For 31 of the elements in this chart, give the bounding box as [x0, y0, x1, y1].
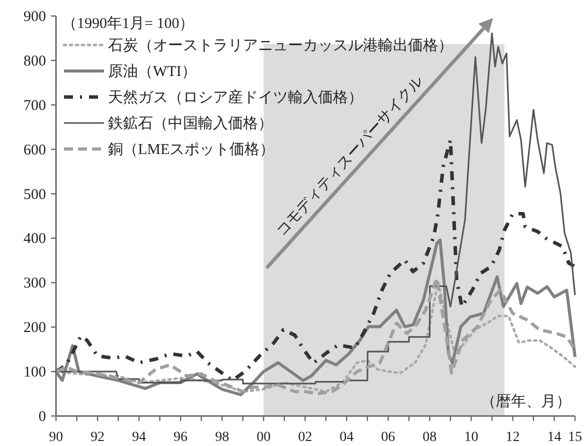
- legend-label: 鉄鉱石（中国輸入価格）: [108, 115, 273, 132]
- x-tick-label: 98: [215, 430, 230, 445]
- legend-label: 石炭（オーストラリアニューカッスル港輸出価格）: [108, 37, 453, 54]
- legend-label: 天然ガス（ロシア産ドイツ輸入価格）: [108, 89, 363, 106]
- x-tick-label: 08: [422, 430, 437, 445]
- y-tick-label: 0: [38, 409, 46, 425]
- x-tick-label: 96: [174, 430, 188, 445]
- x-axis-title: （暦年、月）: [481, 393, 571, 410]
- x-tick-label: 92: [90, 430, 105, 445]
- y-tick-label: 800: [24, 53, 46, 70]
- y-tick-label: 300: [24, 276, 46, 292]
- x-tick-label: 04: [340, 430, 354, 445]
- y-tick-label: 500: [24, 186, 46, 203]
- x-tick-label: 10: [464, 430, 478, 445]
- x-tick-label: 15: [568, 430, 582, 445]
- y-tick-label: 400: [24, 231, 46, 248]
- y-axis-title: （1990年1月= 100）: [62, 15, 194, 32]
- x-tick-label: 06: [381, 430, 396, 445]
- y-tick-label: 900: [24, 9, 46, 25]
- x-tick-label: 00: [256, 430, 271, 445]
- x-tick-label: 02: [298, 430, 312, 445]
- y-tick-label: 600: [24, 142, 46, 158]
- x-tick-label: 12: [506, 430, 520, 445]
- x-tick-label: 14: [547, 430, 562, 445]
- x-tick-label: 94: [132, 430, 146, 445]
- legend-label: 原油（WTI）: [108, 63, 196, 80]
- y-tick-label: 200: [24, 320, 46, 336]
- y-tick-label: 700: [24, 98, 46, 114]
- legend-label: 銅（LMEスポット価格）: [108, 141, 275, 158]
- x-tick-label: 90: [49, 430, 63, 445]
- y-tick-label: 100: [24, 364, 46, 381]
